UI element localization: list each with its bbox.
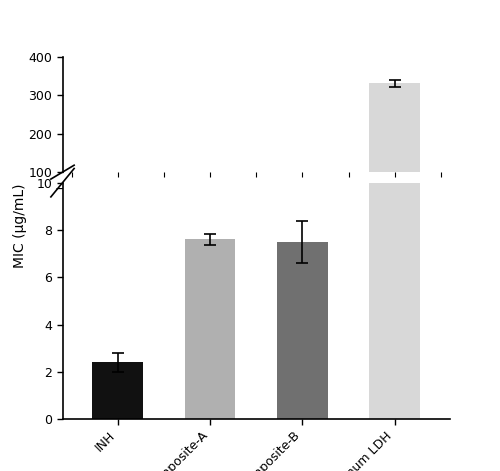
- Bar: [277, 242, 328, 419]
- Bar: [184, 239, 236, 419]
- Bar: [92, 362, 143, 419]
- Bar: [370, 0, 420, 419]
- Text: MIC (µg/mL): MIC (µg/mL): [13, 184, 27, 268]
- Bar: [370, 83, 420, 211]
- Bar: [184, 208, 236, 211]
- Bar: [92, 210, 143, 211]
- Bar: [277, 208, 328, 211]
